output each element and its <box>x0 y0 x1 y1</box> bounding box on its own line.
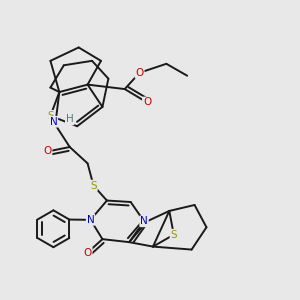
Text: N: N <box>50 117 57 127</box>
Text: N: N <box>87 215 94 225</box>
Text: O: O <box>43 146 52 157</box>
Text: O: O <box>136 68 144 78</box>
Text: S: S <box>47 111 54 121</box>
Text: O: O <box>143 98 151 107</box>
Text: O: O <box>83 248 92 257</box>
Text: S: S <box>170 230 177 240</box>
Text: H: H <box>66 114 74 124</box>
Text: S: S <box>90 181 97 191</box>
Text: N: N <box>140 216 148 226</box>
